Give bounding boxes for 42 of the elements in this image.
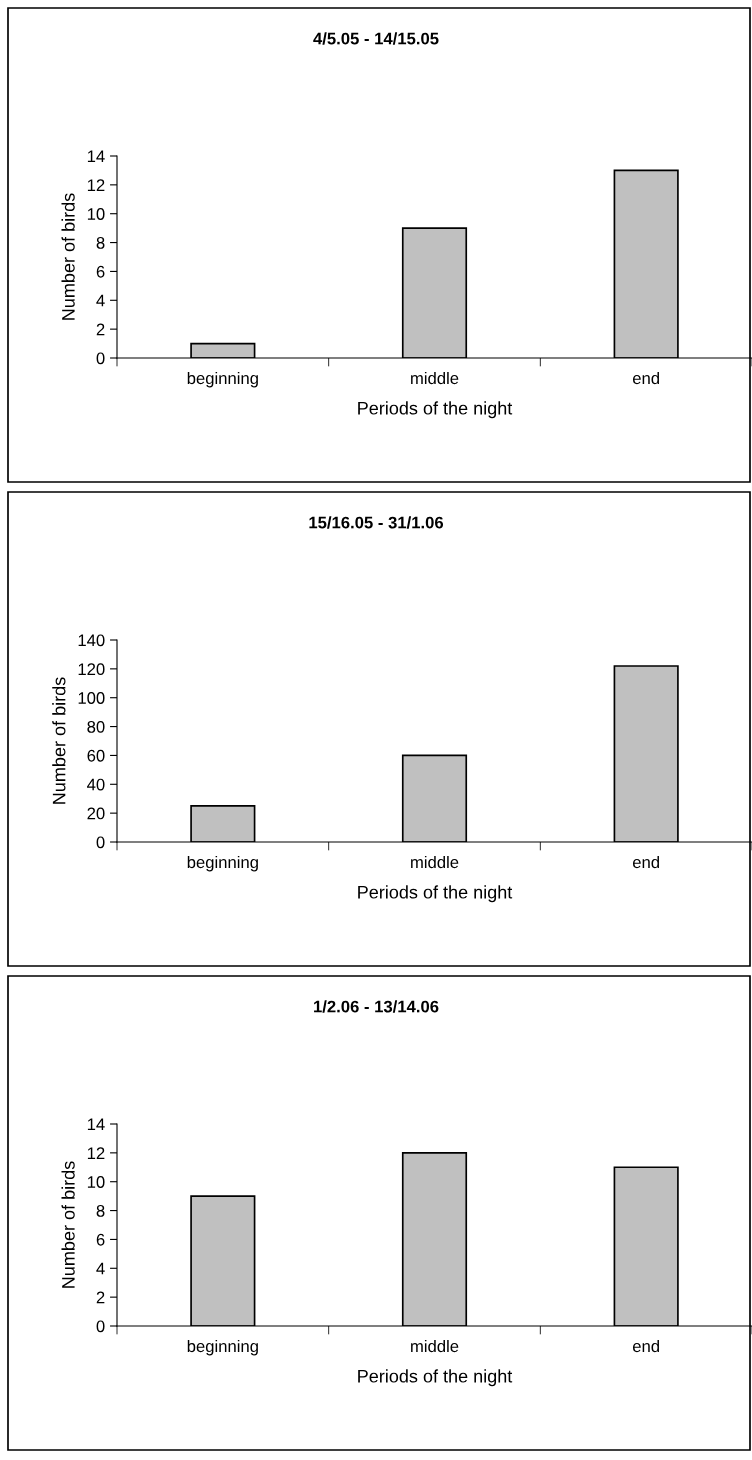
chart-title: 4/5.05 - 14/15.05	[313, 32, 439, 45]
x-tick-label: beginning	[187, 371, 258, 388]
x-tick-label: middle	[411, 855, 459, 869]
y-tick-label: 0	[96, 352, 105, 365]
y-tick-label: 0	[96, 836, 105, 849]
x-axis-title: Periods of the night	[358, 1369, 513, 1387]
y-tick-label: 6	[96, 265, 105, 278]
chart-title: 1/2.06 - 13/14.06	[314, 1000, 439, 1013]
y-tick-label: 12	[87, 1147, 105, 1159]
y-tick-label: 80	[87, 720, 105, 733]
x-tick-label: end	[632, 371, 659, 385]
y-tick-label: 140	[78, 634, 105, 647]
y-axis-title: Number of birds	[61, 1161, 75, 1288]
y-tick-label: 8	[96, 1204, 105, 1217]
y-tick-label: 2	[96, 323, 105, 336]
x-axis-title: Periods of the night	[358, 885, 513, 903]
y-tick-label: 40	[87, 778, 105, 791]
y-tick-label: 2	[96, 1291, 105, 1304]
y-tick-label: 100	[78, 692, 105, 704]
x-tick-label: beginning	[187, 1339, 258, 1356]
y-tick-label: 10	[87, 1176, 105, 1188]
y-tick-label: 6	[96, 1233, 105, 1246]
x-tick-label: beginning	[187, 855, 258, 872]
x-tick-label: middle	[411, 371, 459, 385]
y-tick-label: 4	[96, 1262, 105, 1275]
y-tick-label: 0	[96, 1320, 105, 1333]
y-axis-title: Number of birds	[61, 193, 75, 320]
y-tick-label: 14	[87, 1118, 105, 1131]
y-tick-label: 12	[87, 179, 105, 191]
y-tick-label: 10	[87, 208, 105, 220]
y-tick-label: 120	[78, 663, 105, 676]
y-axis-title: Number of birds	[52, 677, 66, 804]
y-tick-label: 20	[87, 807, 105, 820]
chart-title: 15/16.05 - 31/1.06	[309, 516, 444, 529]
x-tick-label: end	[632, 855, 659, 869]
y-tick-label: 14	[87, 150, 105, 163]
y-tick-label: 60	[87, 749, 105, 762]
x-tick-label: end	[632, 1339, 659, 1353]
x-axis-title: Periods of the night	[358, 401, 513, 419]
y-tick-label: 4	[96, 294, 105, 307]
x-tick-label: middle	[411, 1339, 459, 1353]
y-tick-label: 8	[96, 236, 105, 249]
